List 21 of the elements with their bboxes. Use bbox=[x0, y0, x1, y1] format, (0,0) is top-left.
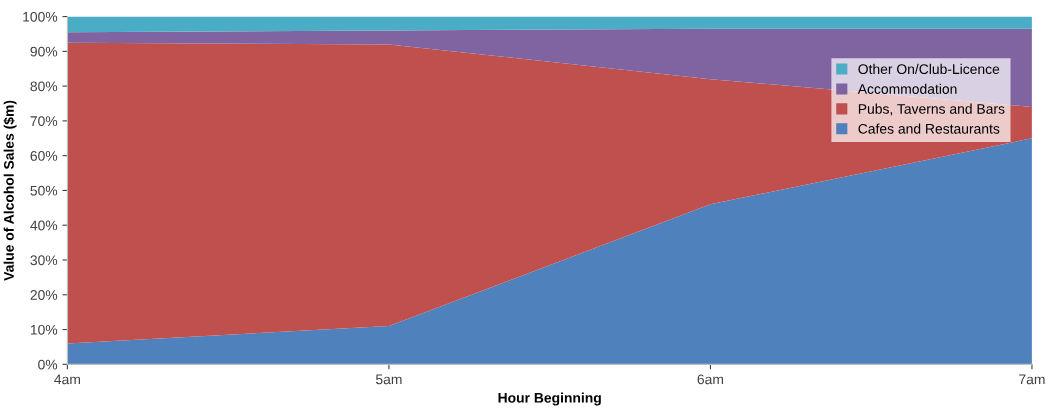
y-tick-label: 60% bbox=[30, 151, 58, 161]
x-tick-label: 6am bbox=[697, 374, 724, 385]
legend-label: Cafes and Restaurants bbox=[858, 123, 1000, 134]
y-tick-label: 100% bbox=[23, 11, 58, 22]
y-tick-label: 70% bbox=[30, 116, 58, 127]
y-tick-label: 20% bbox=[30, 290, 58, 300]
y-tick-label: 10% bbox=[30, 324, 58, 335]
legend-label: Other On/Club-Licence bbox=[858, 63, 1000, 75]
legend-label: Accommodation bbox=[857, 83, 957, 94]
x-tick-label: 7am bbox=[1019, 374, 1045, 385]
y-tick-label: 50% bbox=[30, 185, 58, 196]
y-tick-label: 80% bbox=[30, 81, 58, 92]
y-tick-label: 30% bbox=[30, 255, 58, 266]
legend-label: Pubs, Taverns and Bars bbox=[858, 103, 1005, 116]
y-tick-label: 0% bbox=[38, 359, 58, 370]
x-tick-label: 4am bbox=[54, 374, 80, 385]
y-tick-label: 40% bbox=[30, 220, 58, 231]
x-axis-title: Hour Beginning bbox=[498, 392, 601, 406]
y-axis-title: Value of Alcohol Sales ($m) bbox=[3, 100, 17, 281]
x-tick-label: 5am bbox=[375, 374, 402, 385]
y-tick-label: 90% bbox=[30, 46, 58, 57]
